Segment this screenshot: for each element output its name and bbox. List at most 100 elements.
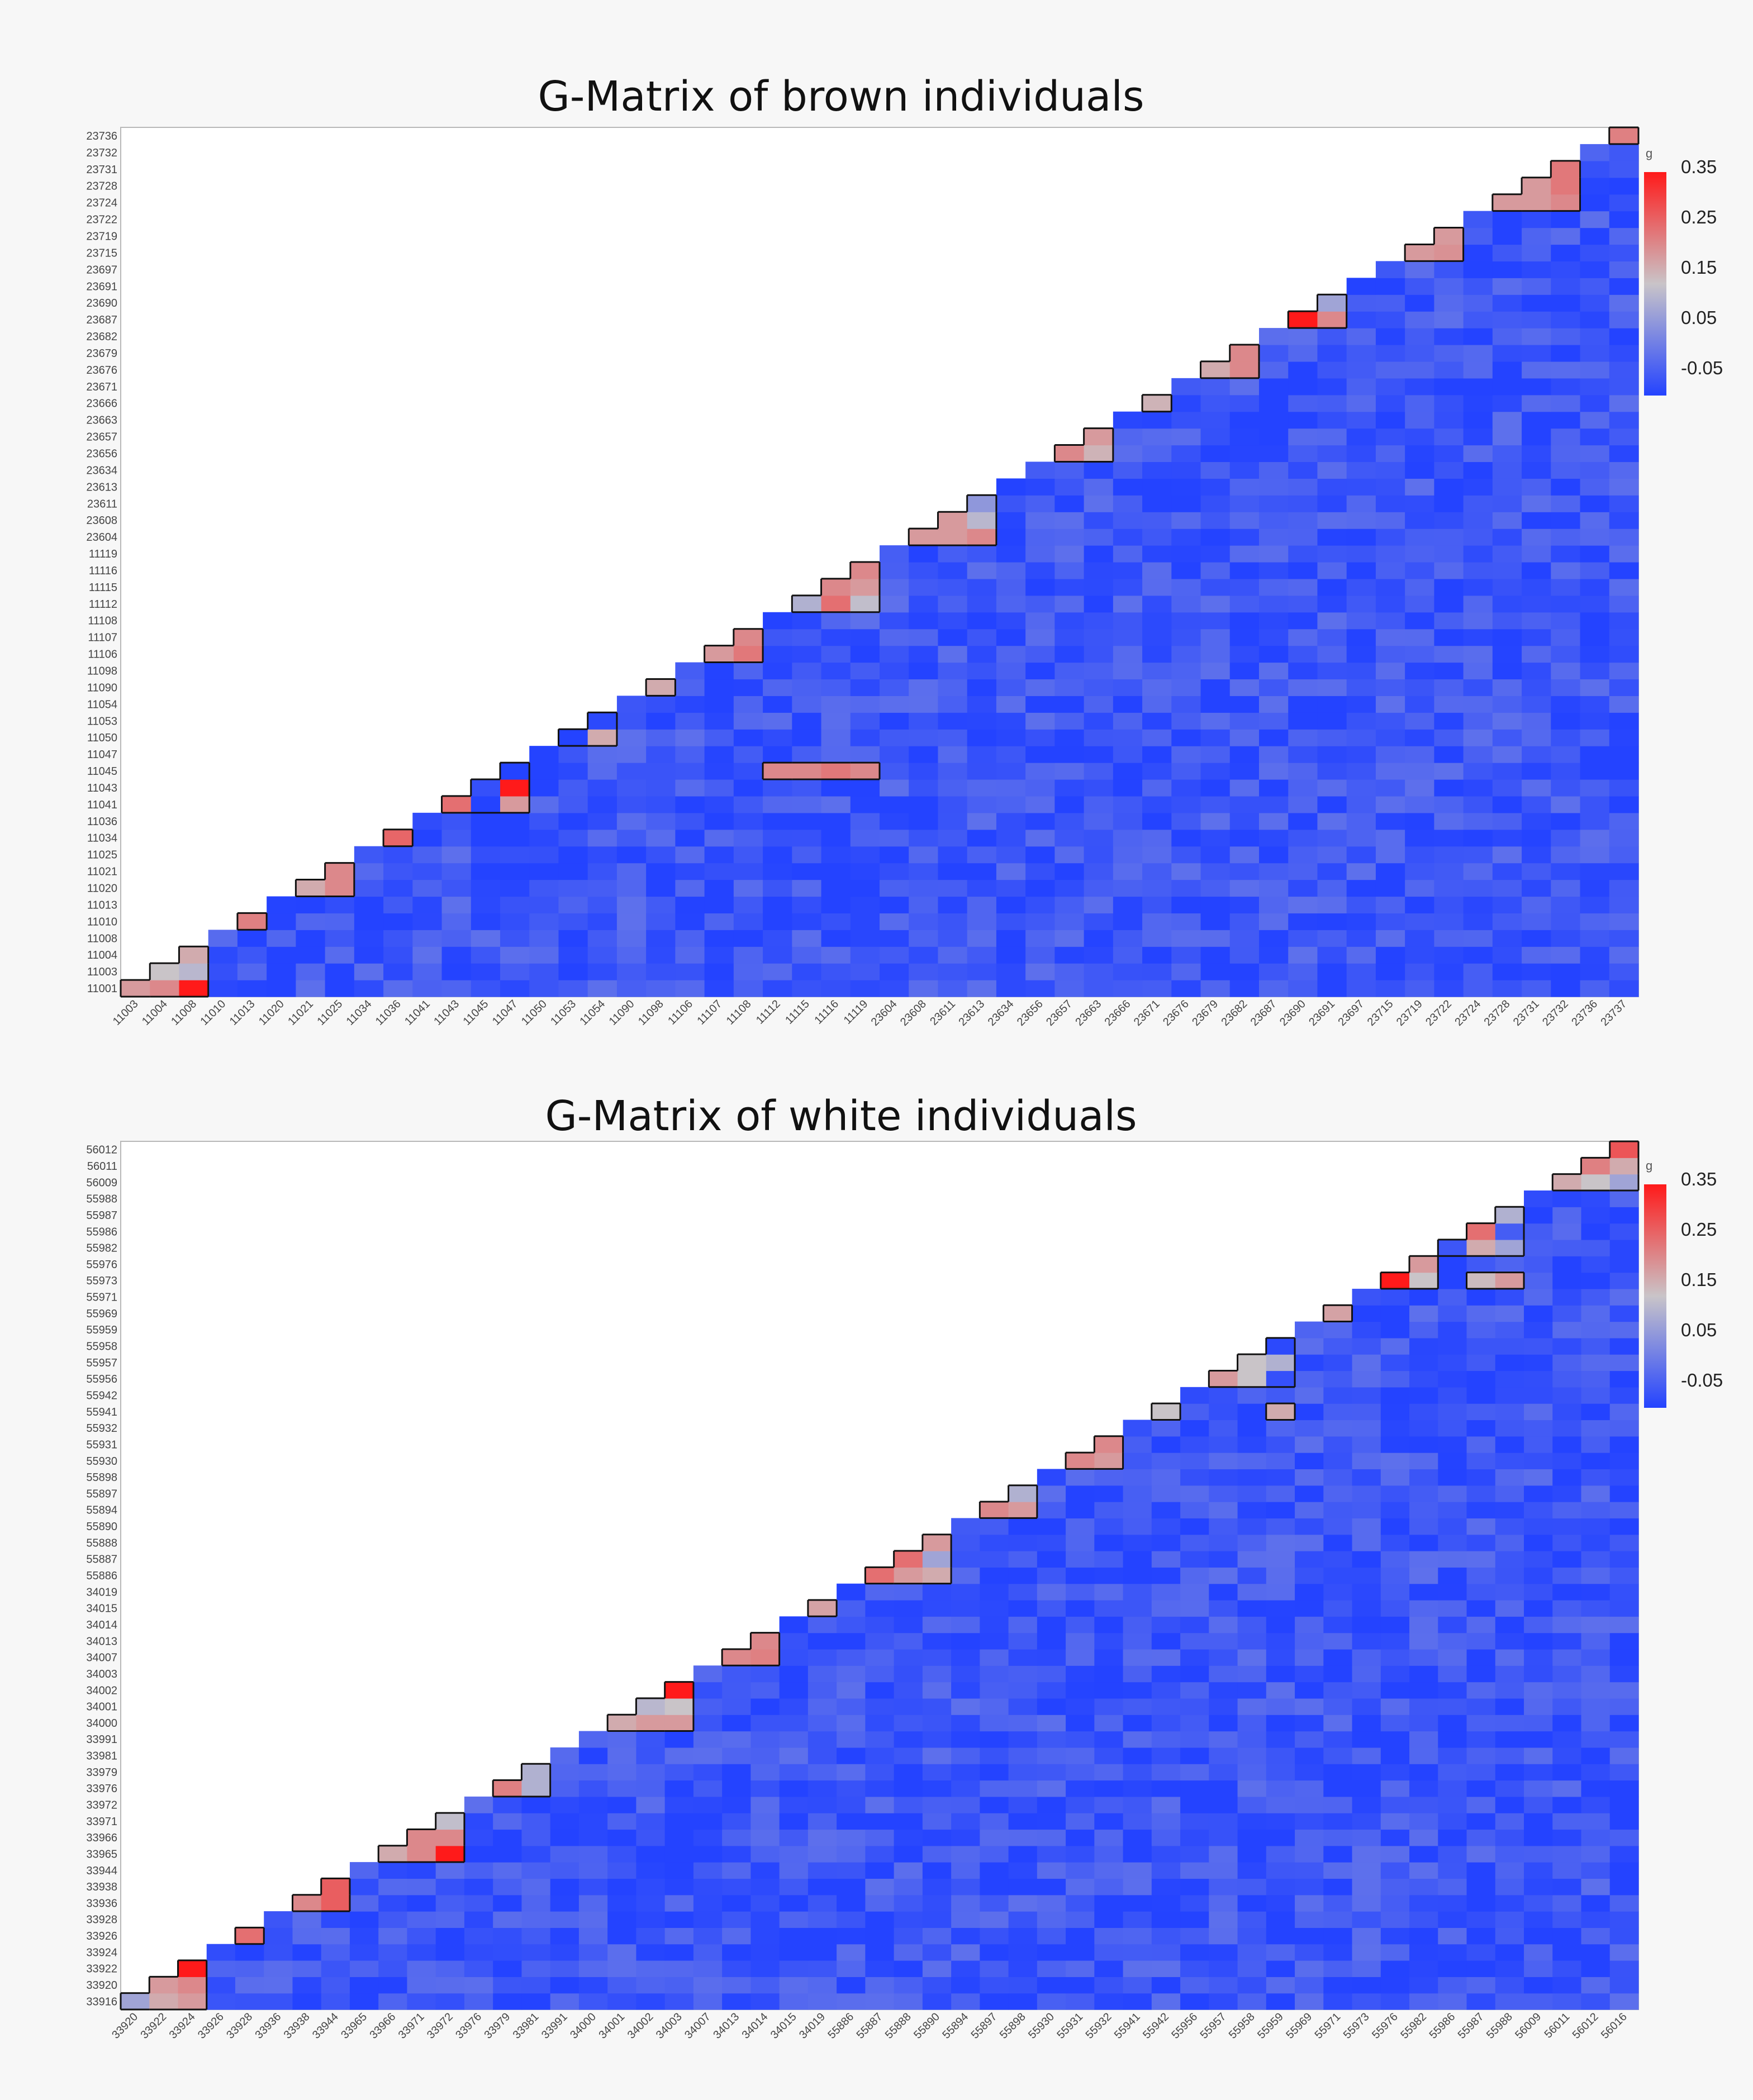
heatmap-cell bbox=[1209, 1370, 1238, 1388]
heatmap-cell bbox=[550, 1927, 579, 1945]
heatmap-cell bbox=[1466, 1534, 1496, 1551]
heatmap-cell bbox=[837, 1944, 866, 1961]
heatmap-cell bbox=[1380, 1567, 1410, 1584]
heatmap-cell bbox=[1405, 612, 1434, 630]
heatmap-cell bbox=[1200, 729, 1231, 746]
heatmap-cell bbox=[880, 645, 909, 663]
heatmap-cell bbox=[1438, 1715, 1467, 1732]
heatmap-cell bbox=[529, 796, 559, 813]
heatmap-cell bbox=[1380, 1272, 1410, 1289]
color-bar bbox=[1644, 172, 1666, 396]
heatmap-cell bbox=[1066, 1616, 1095, 1634]
heatmap-brown: 1100111003110041100811010110131102011021… bbox=[86, 126, 1723, 1028]
heatmap-cell bbox=[1375, 946, 1405, 964]
heatmap-cell bbox=[675, 963, 705, 980]
heatmap-cell bbox=[1352, 1862, 1381, 1879]
heatmap-cell bbox=[1295, 1731, 1324, 1748]
heatmap-cell bbox=[750, 1731, 780, 1748]
heatmap-cell bbox=[1151, 1616, 1181, 1634]
heatmap-cell bbox=[938, 846, 968, 864]
y-tick-label: 33965 bbox=[86, 1848, 117, 1860]
heatmap-cell bbox=[1209, 1453, 1238, 1470]
heatmap-cell bbox=[704, 662, 734, 680]
heatmap-cell bbox=[1438, 1551, 1467, 1568]
heatmap-cell bbox=[1524, 1894, 1553, 1912]
heatmap-cell bbox=[1524, 1502, 1553, 1518]
heatmap-cell bbox=[616, 712, 647, 730]
heatmap-cell bbox=[1492, 194, 1522, 212]
heatmap-cell bbox=[763, 796, 792, 813]
heatmap-cell bbox=[1259, 829, 1289, 847]
heatmap-cell bbox=[1552, 1682, 1582, 1699]
heatmap-cell bbox=[1375, 763, 1405, 780]
heatmap-cell bbox=[951, 1567, 980, 1584]
heatmap-cell bbox=[1466, 1223, 1496, 1240]
heatmap-cell bbox=[550, 1944, 579, 1961]
heatmap-cell bbox=[837, 1682, 866, 1699]
heatmap-cell bbox=[1409, 1715, 1438, 1732]
heatmap-cell bbox=[587, 946, 617, 964]
heatmap-cell bbox=[1259, 612, 1289, 630]
heatmap-cell bbox=[909, 879, 939, 897]
heatmap-cell bbox=[1288, 562, 1318, 579]
heatmap-cell bbox=[1492, 545, 1522, 563]
x-tick-label: 55932 bbox=[1084, 2011, 1114, 2041]
heatmap-cell bbox=[149, 1977, 179, 1994]
heatmap-cell bbox=[607, 1845, 637, 1863]
heatmap-cell bbox=[1346, 612, 1376, 630]
heatmap-cell bbox=[1084, 545, 1114, 563]
heatmap-cell bbox=[1380, 1813, 1410, 1830]
heatmap-cell bbox=[1323, 1665, 1353, 1683]
heatmap-cell bbox=[1609, 1731, 1639, 1748]
heatmap-cell bbox=[1551, 478, 1581, 496]
heatmap-cell bbox=[967, 578, 997, 596]
y-tick-label: 23682 bbox=[86, 331, 117, 343]
heatmap-cell bbox=[1094, 1502, 1124, 1518]
y-tick-label: 55988 bbox=[86, 1193, 117, 1206]
heatmap-cell bbox=[1552, 1665, 1582, 1683]
x-tick-label: 34019 bbox=[797, 2011, 828, 2041]
heatmap-cell bbox=[1008, 1747, 1038, 1764]
heatmap-cell bbox=[493, 1911, 522, 1928]
heatmap-cell bbox=[938, 896, 968, 913]
heatmap-cell bbox=[1495, 1551, 1524, 1568]
heatmap-cell bbox=[693, 1993, 723, 2010]
heatmap-cell bbox=[521, 1960, 551, 1977]
heatmap-cell bbox=[1380, 1878, 1410, 1896]
heatmap-cell bbox=[996, 896, 1026, 913]
y-tick-label: 33936 bbox=[86, 1897, 117, 1909]
x-tick-label: 55957 bbox=[1198, 2011, 1229, 2041]
heatmap-cell bbox=[1524, 1518, 1553, 1535]
heatmap-cell bbox=[909, 628, 939, 646]
heatmap-cell bbox=[850, 930, 880, 947]
heatmap-cell bbox=[1609, 1747, 1639, 1764]
heatmap-cell bbox=[1229, 863, 1260, 880]
heatmap-cell bbox=[1609, 1190, 1639, 1207]
heatmap-cell bbox=[1025, 512, 1055, 529]
heatmap-cell bbox=[616, 896, 647, 913]
heatmap-cell bbox=[894, 1944, 923, 1961]
heatmap-cell bbox=[587, 812, 617, 830]
heatmap-cell bbox=[1524, 1551, 1553, 1568]
y-tick-label: 23604 bbox=[86, 531, 117, 544]
heatmap-cell bbox=[807, 1878, 837, 1896]
heatmap-cell bbox=[1609, 160, 1639, 178]
heatmap-cell bbox=[1495, 1993, 1524, 2010]
heatmap-cell bbox=[1522, 244, 1551, 261]
heatmap-cell bbox=[1084, 495, 1114, 512]
heatmap-cell bbox=[1492, 445, 1522, 463]
heatmap-cell bbox=[1025, 763, 1055, 780]
heatmap-cell bbox=[1409, 1288, 1438, 1306]
heatmap-cell bbox=[1054, 729, 1085, 746]
heatmap-cell bbox=[1352, 1337, 1381, 1355]
heatmap-cell bbox=[880, 746, 909, 763]
x-tick-label: 34002 bbox=[625, 2011, 656, 2041]
heatmap-cell bbox=[1113, 679, 1143, 696]
heatmap-cell bbox=[1317, 445, 1347, 463]
heatmap-cell bbox=[1522, 445, 1551, 463]
heatmap-cell bbox=[1375, 746, 1405, 763]
heatmap-cell bbox=[693, 1813, 723, 1830]
heatmap-cell bbox=[1066, 1878, 1095, 1896]
heatmap-cell bbox=[1025, 495, 1055, 512]
heatmap-cell bbox=[1495, 1207, 1524, 1224]
